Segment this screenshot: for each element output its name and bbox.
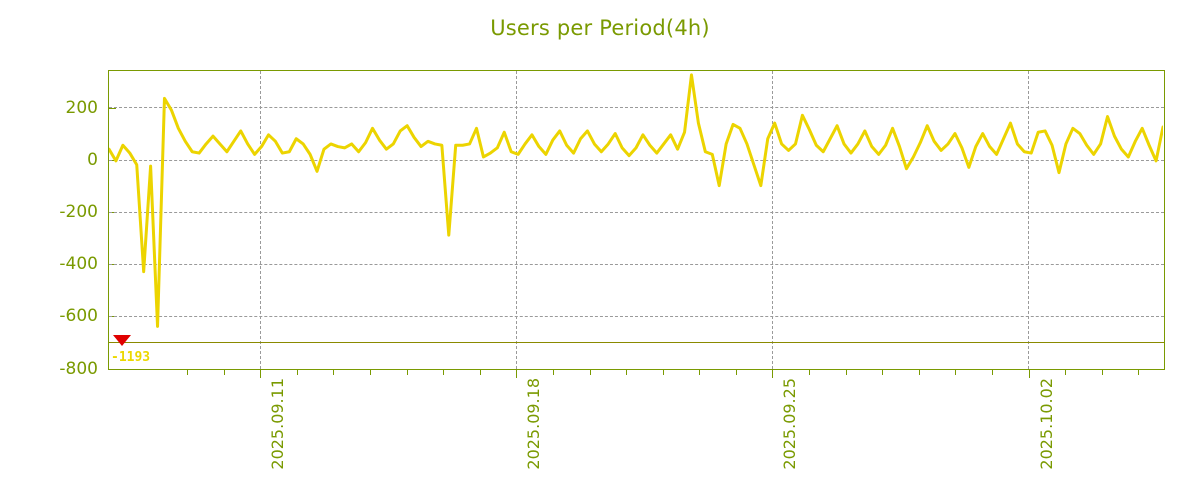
x-tick-mark-major [260, 368, 262, 378]
y-tick-mark [109, 212, 116, 214]
x-tick-mark-minor [845, 368, 847, 375]
x-tick-mark-minor [223, 368, 225, 375]
x-tick-mark-minor [955, 368, 957, 375]
x-tick-label: 2025.09.11 [268, 378, 288, 470]
gridline-horizontal [109, 107, 1164, 109]
clip-limit-line [109, 341, 1164, 343]
y-tick-label: 200 [65, 97, 98, 118]
y-tick-label: -600 [59, 306, 98, 327]
x-tick-mark-minor [1065, 368, 1067, 375]
x-tick-mark-minor [626, 368, 628, 375]
x-tick-mark-minor [187, 368, 189, 375]
y-tick-label: -800 [59, 358, 98, 379]
x-tick-mark-minor [589, 368, 591, 375]
y-tick-mark [109, 264, 116, 266]
series-line [109, 73, 1163, 328]
x-tick-mark-minor [479, 368, 481, 375]
x-tick-mark-minor [735, 368, 737, 375]
x-tick-mark-minor [699, 368, 701, 375]
x-tick-mark-minor [443, 368, 445, 375]
y-tick-label: 0 [87, 150, 98, 171]
gridline-vertical [515, 71, 517, 369]
x-tick-label: 2025.10.02 [1036, 378, 1056, 470]
gridline-horizontal [109, 315, 1164, 317]
x-tick-label: 2025.09.18 [524, 378, 544, 470]
x-tick-mark-minor [1101, 368, 1103, 375]
x-tick-mark-minor [296, 368, 298, 375]
x-tick-label: 2025.09.25 [780, 378, 800, 470]
x-tick-mark-minor [406, 368, 408, 375]
gridline-horizontal [109, 211, 1164, 213]
x-tick-mark-major [772, 368, 774, 378]
x-tick-mark-minor [552, 368, 554, 375]
y-tick-mark [109, 316, 116, 318]
gridline-horizontal [109, 159, 1164, 161]
x-tick-mark-minor [333, 368, 335, 375]
x-tick-mark-minor [991, 368, 993, 375]
x-tick-mark-minor [918, 368, 920, 375]
x-tick-mark-minor [369, 368, 371, 375]
gridline-vertical [1028, 71, 1030, 369]
y-tick-mark [109, 160, 116, 162]
x-tick-mark-major [1028, 368, 1030, 378]
min-value-label: -1193 [111, 350, 151, 366]
x-tick-mark-minor [1138, 368, 1140, 375]
x-tick-mark-minor [882, 368, 884, 375]
min-value-marker-icon [113, 335, 132, 347]
x-tick-mark-minor [809, 368, 811, 375]
plot-area [108, 70, 1165, 370]
chart-title: Users per Period(4h) [490, 16, 710, 40]
gridline-vertical [259, 71, 261, 369]
x-tick-mark-major [516, 368, 518, 378]
x-tick-mark-minor [662, 368, 664, 375]
y-tick-mark [109, 107, 116, 109]
gridline-horizontal [109, 263, 1164, 265]
gridline-vertical [771, 71, 773, 369]
y-tick-label: -400 [59, 254, 98, 275]
y-tick-label: -200 [59, 202, 98, 223]
